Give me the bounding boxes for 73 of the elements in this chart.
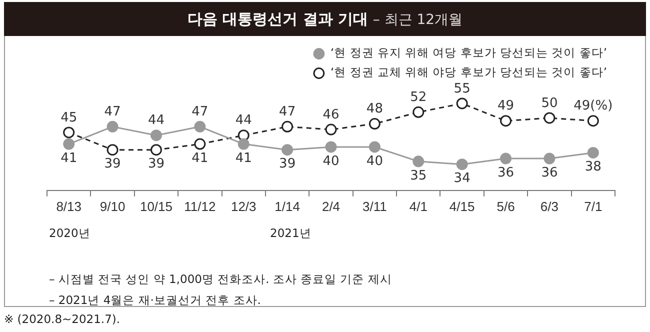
point (500, 152, 512, 164)
point (544, 112, 556, 124)
text: 2020년 (49, 226, 90, 241)
x-tick-label: 3/11 (362, 198, 387, 214)
data-label: 39 (148, 156, 165, 172)
data-label: 40 (322, 154, 340, 169)
data-label: 40 (366, 154, 383, 169)
point (106, 144, 118, 156)
point (194, 138, 206, 150)
point (368, 118, 380, 130)
data-label: 41 (60, 150, 78, 166)
x-tick-label: 4/1 (409, 198, 428, 214)
data-label: 39 (104, 156, 121, 172)
x-tick-label: 6/3 (540, 198, 558, 214)
data-label: 48 (366, 102, 383, 117)
point (456, 98, 468, 110)
data-label: 44 (148, 113, 165, 128)
data-label: 41 (235, 150, 252, 166)
chart-subtitle: – 최근 12개월 (372, 12, 463, 28)
point (544, 152, 556, 164)
data-label: 39 (279, 156, 296, 172)
data-label: 45 (60, 110, 78, 126)
point (587, 115, 599, 127)
point (238, 138, 250, 150)
data-label: 50 (541, 96, 558, 111)
data-label: 47 (192, 104, 208, 120)
point (150, 130, 162, 142)
data-label: 34 (454, 171, 470, 186)
text: ※ (2020.8~2021.7). (4, 312, 120, 326)
point (63, 138, 75, 150)
data-label: 41 (192, 150, 208, 166)
point (325, 124, 337, 136)
legend-label: ‘현 정권 교체 위해 야당 후보가 당선되는 것이 좋다’ (330, 65, 608, 80)
point (63, 126, 75, 138)
point (194, 120, 206, 132)
x-tick-label: 10/15 (140, 198, 173, 214)
x-tick-label: 5/6 (496, 198, 515, 214)
legend-label: ‘현 정권 유지 위해 여당 후보가 당선되는 것이 좋다’ (330, 46, 608, 60)
data-label: 35 (410, 168, 427, 184)
data-label: 49 (497, 98, 514, 114)
point (587, 146, 599, 158)
point (456, 158, 468, 170)
data-label: 36 (497, 165, 514, 180)
data-label: 47 (279, 104, 296, 120)
point (282, 144, 294, 156)
text: – 시점별 전국 성인 약 1,000명 전화조사. 조사 종료일 기준 제시 (49, 272, 392, 287)
x-tick-label: 12/3 (230, 198, 256, 214)
data-label: 52 (410, 90, 427, 106)
data-label: 55 (454, 81, 470, 96)
x-tick-label: 2/4 (322, 198, 340, 214)
data-label: 49(%) (574, 98, 613, 114)
data-label: 36 (541, 165, 558, 180)
point (412, 106, 424, 118)
point (106, 120, 118, 132)
point (500, 115, 512, 127)
x-tick-label: 7/1 (584, 198, 602, 214)
data-label: 44 (235, 113, 252, 128)
x-tick-label: 4/15 (449, 198, 475, 214)
x-tick-label: 11/12 (184, 198, 216, 214)
data-label: 47 (104, 104, 121, 120)
x-tick-label: 9/10 (100, 198, 126, 214)
text: 2021년 (270, 226, 312, 241)
point (412, 156, 424, 168)
text: – 2021년 4월은 재·보궐선거 전후 조사. (49, 293, 261, 308)
point (368, 141, 380, 153)
chart-title: 다음 대통령선거 결과 기대 (187, 10, 368, 28)
point (282, 120, 294, 132)
x-tick-label: 8/13 (56, 198, 82, 214)
data-label: 46 (322, 107, 340, 122)
point (325, 141, 337, 153)
data-label: 38 (584, 160, 602, 175)
point (150, 144, 162, 156)
x-tick-label: 1/14 (274, 198, 300, 214)
